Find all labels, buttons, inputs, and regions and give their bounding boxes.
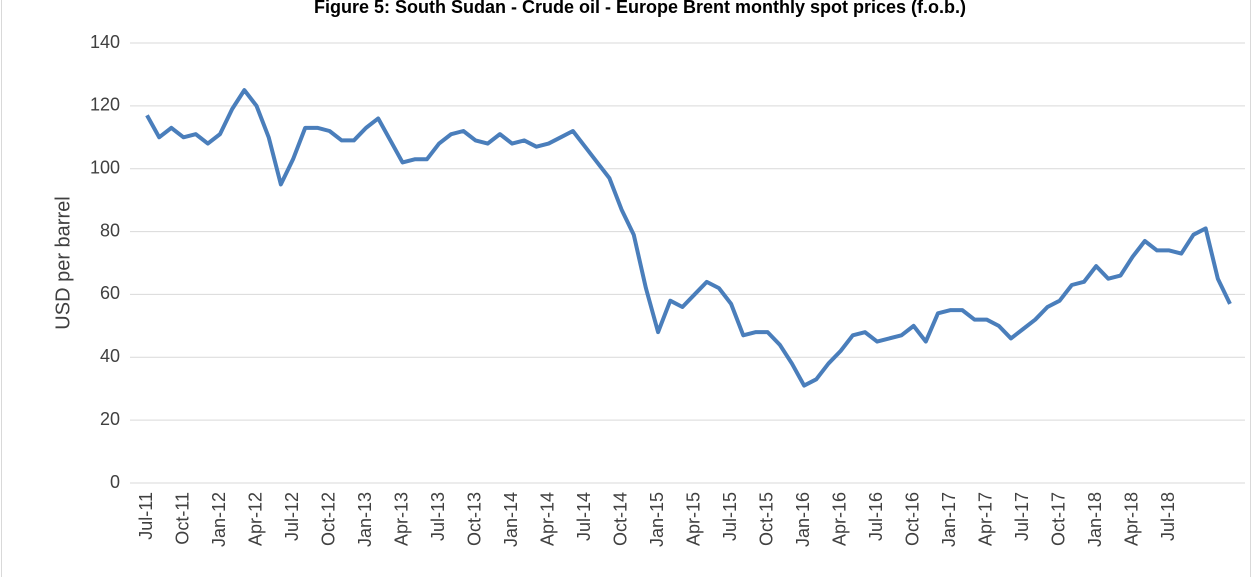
x-tick-label: Jul-14 <box>574 492 594 541</box>
y-tick-label: 120 <box>90 95 120 115</box>
x-tick-label: Oct-12 <box>318 492 338 546</box>
x-tick-label: Jan-15 <box>647 492 667 547</box>
x-tick-label: Oct-16 <box>902 492 922 546</box>
x-tick-label: Jan-18 <box>1085 492 1105 547</box>
x-tick-label: Oct-11 <box>172 492 192 545</box>
x-tick-label: Oct-15 <box>756 492 776 546</box>
x-tick-label: Oct-14 <box>610 492 630 546</box>
x-tick-label: Jul-16 <box>866 492 886 541</box>
y-tick-label: 60 <box>100 283 120 303</box>
y-tick-label: 100 <box>90 157 120 177</box>
y-tick-label: 140 <box>90 32 120 52</box>
x-tick-label: Oct-13 <box>464 492 484 546</box>
x-tick-label: Apr-14 <box>537 492 557 546</box>
y-tick-label: 40 <box>100 346 120 366</box>
x-tick-label: Jan-12 <box>209 492 229 547</box>
x-tick-label: Jul-18 <box>1158 492 1178 541</box>
x-tick-label: Jul-12 <box>282 492 302 541</box>
y-tick-label: 0 <box>110 472 120 492</box>
y-tick-label: 20 <box>100 409 120 429</box>
y-tick-label: 80 <box>100 220 120 240</box>
chart-title: Figure 5: South Sudan - Crude oil - Euro… <box>314 0 966 17</box>
x-tick-label: Jan-13 <box>355 492 375 547</box>
x-tick-label: Apr-17 <box>975 492 995 546</box>
x-tick-label: Jul-15 <box>720 492 740 541</box>
x-tick-label: Jul-17 <box>1012 492 1032 541</box>
x-tick-label: Apr-15 <box>683 492 703 546</box>
x-tick-label: Apr-16 <box>829 492 849 546</box>
price-line <box>145 88 1232 388</box>
x-tick-label: Jan-14 <box>501 492 521 547</box>
x-tick-label: Jul-11 <box>136 492 156 540</box>
x-tick-label: Jan-17 <box>939 492 959 547</box>
x-tick-label: Apr-13 <box>391 492 411 546</box>
x-tick-label: Apr-18 <box>1121 492 1141 546</box>
x-tick-label: Jul-13 <box>428 492 448 541</box>
x-tick-label: Jan-16 <box>793 492 813 547</box>
x-tick-label: Oct-17 <box>1048 492 1068 546</box>
x-tick-label: Apr-12 <box>245 492 265 546</box>
y-axis-label: USD per barrel <box>52 196 74 329</box>
